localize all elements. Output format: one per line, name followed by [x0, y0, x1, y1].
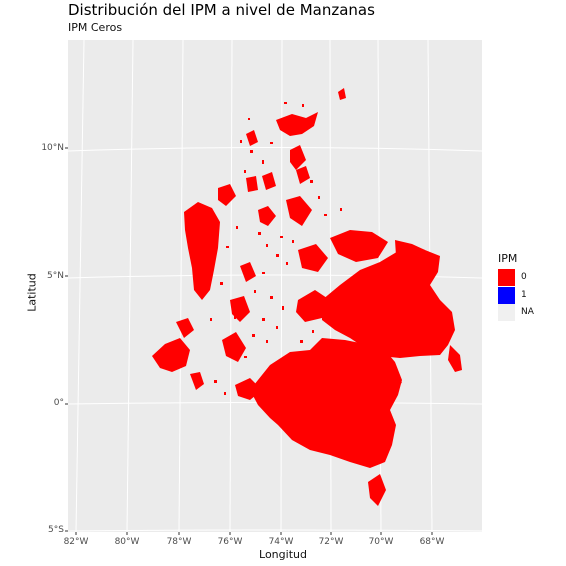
- region-east-tip: [448, 345, 462, 372]
- xtick-76W: 76°W: [217, 537, 243, 547]
- xtick-82W: 82°W: [63, 537, 89, 547]
- region-putumayo: [235, 378, 262, 400]
- region-antioquia: [258, 206, 276, 226]
- graticule-lon-80W: [126, 39, 134, 533]
- region-cordoba: [218, 184, 236, 206]
- region-cauca-south: [190, 372, 204, 390]
- ipm-zero-regions: [152, 88, 462, 506]
- graticule-lat-10N: [67, 147, 483, 152]
- chart-subtitle: IPM Ceros: [68, 21, 123, 34]
- graticule-lon-76W: [229, 39, 233, 533]
- region-meta: [296, 290, 330, 322]
- legend-label-1: 1: [521, 290, 527, 300]
- region-leticia: [368, 474, 386, 506]
- region-orinoquia: [322, 248, 455, 358]
- region-sucre: [246, 176, 258, 192]
- region-arauca: [330, 230, 388, 262]
- legend-key-1: [498, 287, 515, 304]
- graticule-lat-5S: [67, 529, 483, 532]
- region-boyaca: [298, 244, 328, 272]
- region-narino: [152, 338, 190, 372]
- region-magdalena: [296, 166, 310, 184]
- ipm-zero-specks: [210, 102, 342, 395]
- region-santander: [286, 196, 312, 226]
- xtick-68W: 68°W: [419, 537, 445, 547]
- region-choco: [184, 202, 220, 300]
- legend-label-0: 0: [521, 272, 527, 282]
- region-cesar: [290, 145, 306, 170]
- xtick-70W: 70°W: [368, 537, 394, 547]
- region-caldas: [240, 262, 256, 282]
- xtick-72W: 72°W: [318, 537, 344, 547]
- ytick-5S: 5°S: [48, 525, 64, 535]
- region-guajira-tip: [338, 88, 346, 100]
- graticule-lon-78W: [178, 39, 184, 533]
- ytick-0: 0°: [53, 398, 64, 408]
- xtick-78W: 78°W: [166, 537, 192, 547]
- x-axis-label: Longitud: [259, 548, 307, 561]
- legend-label-na: NA: [521, 307, 534, 317]
- graticule-lon-82W: [75, 39, 85, 533]
- chart-title: Distribución del IPM a nivel de Manzanas: [68, 1, 375, 19]
- region-cauca-coast: [176, 318, 194, 338]
- region-vichada: [395, 240, 425, 262]
- xtick-80W: 80°W: [114, 537, 140, 547]
- region-tolima: [230, 296, 250, 322]
- legend-key-0: [498, 269, 515, 286]
- ytick-10N: 10°N: [41, 143, 64, 153]
- y-axis-label: Latitud: [25, 273, 39, 312]
- legend-key-na: [498, 304, 515, 321]
- region-atlantico: [246, 130, 258, 146]
- xtick-74W: 74°W: [268, 537, 294, 547]
- region-guainia: [372, 376, 402, 392]
- region-bolivar: [262, 172, 276, 190]
- ytick-5N: 5°N: [47, 271, 64, 281]
- region-amazon: [250, 338, 402, 468]
- axis-ticks: [65, 147, 433, 535]
- legend-title: IPM: [498, 252, 518, 265]
- region-huila: [222, 332, 246, 362]
- region-guajira: [276, 112, 318, 136]
